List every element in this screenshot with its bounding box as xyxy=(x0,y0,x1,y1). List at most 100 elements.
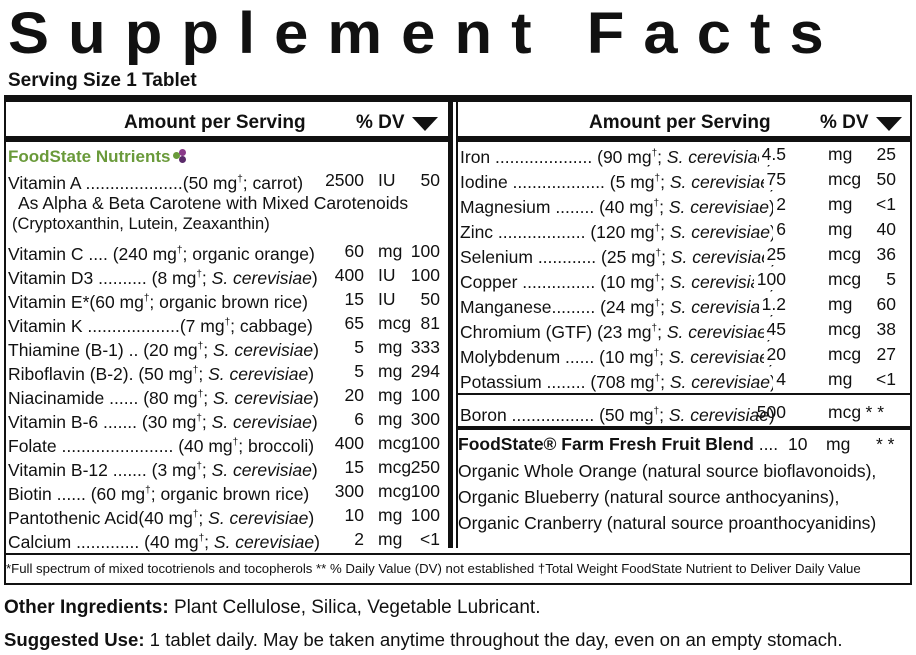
nutrient-unit: mg xyxy=(378,529,403,549)
blend-line-2: Organic Blueberry (natural source anthoc… xyxy=(458,487,840,507)
blend-line-1: Organic Whole Orange (natural source bio… xyxy=(458,461,877,481)
blend-dots: .... xyxy=(753,434,779,454)
nutrient-dv: 100 xyxy=(410,481,440,501)
nutrient-detail: (10 mg†; S. cerevisiae) xyxy=(599,346,775,367)
nutrient-unit: mg xyxy=(378,409,403,429)
vitamin-a-note-1: As Alpha & Beta Carotene with Mixed Caro… xyxy=(18,193,409,213)
nutrient-detail: (24 mg†; S. cerevisiae) xyxy=(600,296,776,317)
nutrient-name: Folate ....................... (40 mg†; … xyxy=(8,435,315,456)
nutrient-row: Vitamin K ...................(7 mg†; cab… xyxy=(8,312,440,336)
frame-left-2 xyxy=(4,553,6,585)
nutrient-dv: 60 xyxy=(876,294,896,314)
triangle-down-icon xyxy=(412,117,438,131)
frame-bottom xyxy=(4,553,912,555)
nutrient-dv: <1 xyxy=(876,369,896,389)
frame-right xyxy=(910,95,912,555)
nutrient-row: Vitamin A ....................(50 mg†; c… xyxy=(8,169,440,193)
nutrient-dv: 5 xyxy=(886,269,896,289)
nutrient-amount: 6 xyxy=(773,218,786,240)
nutrient-detail: (40 mg†; broccoli) xyxy=(178,435,315,456)
nutrient-name: Chromium (GTF) (23 mg†; S. cerevisiae) xyxy=(460,318,773,343)
blend-amount: 10 xyxy=(788,434,808,454)
right-amount-header: Amount per Serving xyxy=(589,112,771,133)
nutrient-amount: 2 xyxy=(773,193,786,215)
nutrient-dv: 100 xyxy=(410,265,440,285)
nutrient-detail: (8 mg†; S. cerevisiae) xyxy=(151,267,318,288)
nutrient-unit: mcg xyxy=(828,269,862,289)
nutrient-detail: (3 mg†; S. cerevisiae) xyxy=(151,459,318,480)
top-rule xyxy=(4,95,912,102)
nutrient-detail: (5 mg†; S. cerevisiae) xyxy=(609,171,776,192)
nutrient-dv: 50 xyxy=(420,289,440,309)
nutrient-dv: * * xyxy=(865,402,884,422)
nutrient-dv: 100 xyxy=(410,385,440,405)
nutrient-dv: 250 xyxy=(410,457,440,477)
nutrient-unit: mcg xyxy=(378,313,412,333)
nutrient-name: Magnesium ........ (40 mg†; S. cerevisia… xyxy=(460,196,775,217)
nutrient-dv: 50 xyxy=(876,169,896,189)
nutrient-dv: <1 xyxy=(876,194,896,214)
nutrient-detail: (240 mg†; organic orange) xyxy=(112,243,315,264)
nutrient-row: Zinc .................. (120 mg†; S. cer… xyxy=(460,218,896,243)
nutrient-unit: mg xyxy=(828,144,853,164)
nutrient-row: Vitamin E*(60 mg†; organic brown rice) 15… xyxy=(8,288,440,312)
nutrient-unit: mcg xyxy=(828,244,862,264)
nutrient-unit: mg xyxy=(828,369,853,389)
blend-line-3: Organic Cranberry (natural source proant… xyxy=(458,513,877,533)
nutrient-row: Molybdenum ...... (10 mg†; S. cerevisiae… xyxy=(460,343,896,368)
nutrient-amount: 6 xyxy=(351,408,364,430)
nutrient-name: Vitamin K ...................(7 mg†; cab… xyxy=(8,315,313,336)
nutrient-name: Potassium ........ (708 mg†; S. cerevisi… xyxy=(460,368,776,393)
nutrient-name: Niacinamide ...... (80 mg†; S. cerevisia… xyxy=(8,387,319,408)
nutrient-dv: 100 xyxy=(410,505,440,525)
nutrient-name: Iron .................... (90 mg†; S. ce… xyxy=(460,143,773,168)
serving-size: Serving Size 1 Tablet xyxy=(8,70,197,91)
nutrient-unit: mg xyxy=(828,294,853,314)
nutrient-amount: 45 xyxy=(763,318,786,340)
nutrient-unit: mg xyxy=(378,361,403,381)
nutrient-unit: mcg xyxy=(378,457,412,477)
nutrient-name: Iodine ................... (5 mg†; S. ce… xyxy=(460,168,776,193)
nutrient-amount: 20 xyxy=(341,384,364,406)
nutrient-name: Selenium ............ (25 mg†; S. cerevi… xyxy=(460,243,777,268)
other-ingredients-text: Plant Cellulose, Silica, Vegetable Lubri… xyxy=(168,597,541,618)
nutrient-unit: mg xyxy=(378,337,403,357)
nutrient-detail: (20 mg†; S. cerevisiae) xyxy=(143,339,319,360)
nutrient-row: Potassium ........ (708 mg†; S. cerevisi… xyxy=(460,368,896,393)
nutrient-name: Riboflavin (B-2). (50 mg†; S. cerevisiae… xyxy=(8,363,315,384)
nutrient-detail: (90 mg†; S. cerevisiae) xyxy=(597,146,773,167)
nutrient-row: Biotin ...... (60 mg†; organic brown ric… xyxy=(8,480,440,504)
nutrient-dv: 100 xyxy=(410,241,440,261)
nutrient-amount: 1.2 xyxy=(758,293,786,315)
nutrient-detail: (7 mg†; cabbage) xyxy=(179,315,313,336)
nutrient-row: Iron .................... (90 mg†; S. ce… xyxy=(460,143,896,168)
nutrient-amount: 15 xyxy=(341,288,364,310)
nutrient-amount: 10 xyxy=(341,504,364,526)
blend-unit: mg xyxy=(826,434,851,454)
nutrient-detail: (40 mg†; S. cerevisiae) xyxy=(599,196,775,217)
suggested-use-label: Suggested Use: xyxy=(4,629,145,650)
nutrient-detail: (80 mg†; S. cerevisiae) xyxy=(143,387,319,408)
nutrient-detail: (60 mg†; organic brown rice) xyxy=(89,291,308,312)
nutrient-dv: 300 xyxy=(410,409,440,429)
nutrient-amount: 4.5 xyxy=(758,143,786,165)
nutrient-row: Pantothenic Acid(40 mg†; S. cerevisiae) 1… xyxy=(8,504,440,528)
nutrient-amount: 60 xyxy=(341,240,364,262)
right-header-rule xyxy=(458,136,910,142)
nutrient-row: Chromium (GTF) (23 mg†; S. cerevisiae)45… xyxy=(460,318,896,343)
nutrient-unit: IU xyxy=(378,289,396,309)
nutrient-name: Vitamin E*(60 mg†; organic brown rice) xyxy=(8,291,308,312)
nutrient-row: Calcium ............. (40 mg†; S. cerevi… xyxy=(8,528,440,552)
nutrient-amount: 2500 xyxy=(322,169,364,191)
nutrient-row: Thiamine (B-1) .. (20 mg†; S. cerevisiae… xyxy=(8,336,440,360)
nutrient-amount: 300 xyxy=(331,480,364,502)
column-divider xyxy=(448,102,453,548)
nutrient-row: Riboflavin (B-2). (50 mg†; S. cerevisiae… xyxy=(8,360,440,384)
nutrient-detail: (60 mg†; organic brown rice) xyxy=(90,483,310,504)
nutrient-detail: (40 mg†; S. cerevisiae) xyxy=(138,507,315,528)
nutrient-row: Vitamin B-12 ....... (3 mg†; S. cerevisi… xyxy=(8,456,440,480)
nutrient-unit: IU xyxy=(378,265,396,285)
nutrient-detail: (50 mg†; carrot) xyxy=(182,172,304,193)
nutrient-name: Molybdenum ...... (10 mg†; S. cerevisiae… xyxy=(460,343,775,368)
nutrient-name: Zinc .................. (120 mg†; S. cer… xyxy=(460,218,776,243)
